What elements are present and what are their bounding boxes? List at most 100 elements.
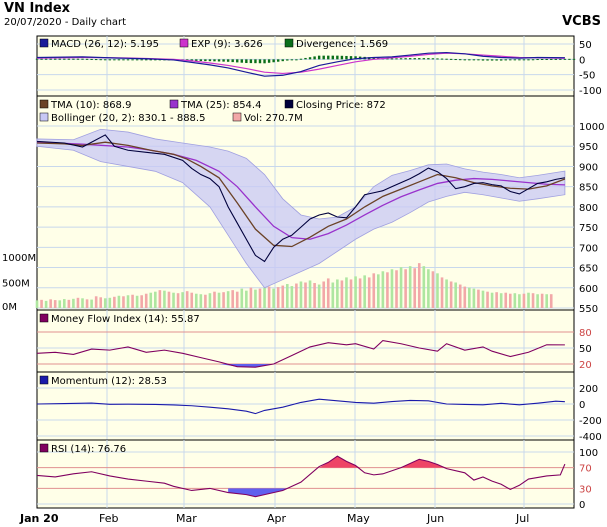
divergence-bar — [72, 58, 75, 60]
divergence-bar — [317, 55, 321, 60]
divergence-bar — [204, 59, 207, 62]
divergence-bar — [304, 57, 307, 60]
volume-bar — [103, 298, 107, 308]
price-tick-label: 950 — [579, 142, 598, 153]
volume-tick-label: 500M — [2, 279, 30, 290]
volume-tick-label: 1000M — [2, 253, 36, 264]
volume-bar — [53, 300, 57, 308]
volume-bar — [468, 287, 471, 308]
divergence-bar — [113, 59, 116, 61]
x-tick-label: Jan 20 — [19, 512, 59, 525]
volume-bar — [317, 284, 321, 308]
rsi-tick-label: 30 — [579, 484, 592, 495]
divergence-bar — [40, 58, 43, 60]
x-tick-label: Mar — [176, 512, 197, 525]
volume-bar — [331, 282, 335, 308]
divergence-bar — [518, 59, 521, 61]
divergence-bar — [135, 59, 139, 61]
divergence-bar — [90, 58, 93, 60]
x-tick-label: May — [347, 512, 370, 525]
volume-bar — [113, 296, 116, 308]
volume-bar — [58, 300, 62, 308]
price-tick-label: 550 — [579, 304, 598, 315]
volume-bar — [194, 293, 198, 308]
divergence-bar — [550, 58, 553, 60]
divergence-bar — [399, 58, 403, 60]
divergence-bar — [213, 59, 216, 62]
price-legend-text: TMA (10): 868.9 — [50, 100, 131, 111]
volume-bar — [67, 299, 71, 308]
volume-bar — [490, 292, 494, 308]
divergence-bar — [459, 59, 462, 61]
mfi-line — [36, 339, 565, 368]
momentum-tick-label: 200 — [579, 384, 598, 395]
price-legend-swatch — [39, 99, 49, 109]
volume-bar — [49, 299, 52, 308]
volume-bar — [158, 290, 162, 308]
volume-bar — [472, 288, 476, 308]
volume-bar — [222, 292, 225, 308]
volume-bar — [163, 290, 166, 308]
divergence-bar — [217, 59, 221, 62]
divergence-bar — [481, 59, 485, 61]
rsi-line — [36, 455, 566, 498]
volume-bar — [549, 294, 553, 308]
x-tick-label: Jul — [515, 512, 529, 525]
price-legend-swatch — [39, 112, 49, 122]
volume-bar — [245, 290, 248, 308]
volume-bar — [108, 297, 112, 308]
divergence-bar — [431, 58, 435, 60]
divergence-bar — [390, 58, 394, 60]
volume-bar — [267, 286, 271, 308]
volume-bar — [94, 296, 98, 308]
divergence-bar — [559, 58, 562, 60]
volume-bar — [199, 294, 203, 308]
divergence-bar — [572, 58, 576, 60]
volume-bar — [536, 294, 539, 308]
divergence-bar — [104, 59, 107, 61]
divergence-bar — [58, 58, 61, 60]
volume-bar — [185, 291, 189, 308]
divergence-bar — [349, 56, 353, 60]
volume-bar — [249, 287, 253, 308]
volume-bar — [176, 293, 180, 308]
divergence-bar — [536, 59, 539, 61]
volume-bar — [72, 298, 75, 308]
volume-bar — [258, 288, 262, 308]
divergence-bar — [276, 59, 280, 62]
volume-bar — [404, 269, 407, 308]
divergence-bar — [99, 59, 102, 61]
mfi-legend-text: Money Flow Index (14): 55.87 — [51, 314, 200, 325]
price-tick-label: 900 — [579, 162, 598, 173]
volume-bar — [395, 270, 398, 308]
divergence-bar — [354, 56, 357, 60]
divergence-bar — [440, 58, 444, 60]
divergence-bar — [554, 58, 557, 60]
volume-bar — [131, 294, 134, 308]
divergence-bar — [54, 58, 57, 60]
divergence-bar — [422, 58, 426, 60]
momentum-tick-label: -200 — [579, 416, 602, 427]
volume-bar — [458, 284, 462, 308]
price-tick-label: 700 — [579, 243, 598, 254]
divergence-bar — [195, 59, 198, 61]
rsi-tick-label: 100 — [579, 448, 598, 459]
divergence-bar — [81, 58, 84, 60]
divergence-bar — [258, 59, 262, 64]
divergence-bar — [126, 59, 130, 61]
panel-macd — [36, 35, 575, 97]
volume-bar — [513, 293, 517, 308]
divergence-bar — [313, 56, 316, 60]
volume-bar — [477, 289, 480, 308]
divergence-bar — [290, 59, 294, 61]
macd-legend-text: Divergence: 1.569 — [296, 39, 388, 50]
volume-bar — [44, 300, 48, 308]
divergence-bar — [190, 59, 193, 61]
volume-bar — [522, 293, 526, 308]
macd-tick-label: 50 — [579, 40, 592, 51]
chart-title: VN Index — [4, 1, 71, 16]
price-tick-label: 650 — [579, 264, 598, 275]
divergence-bar — [208, 59, 212, 62]
volume-bar — [217, 292, 221, 308]
momentum-tick-label: -400 — [579, 432, 602, 443]
